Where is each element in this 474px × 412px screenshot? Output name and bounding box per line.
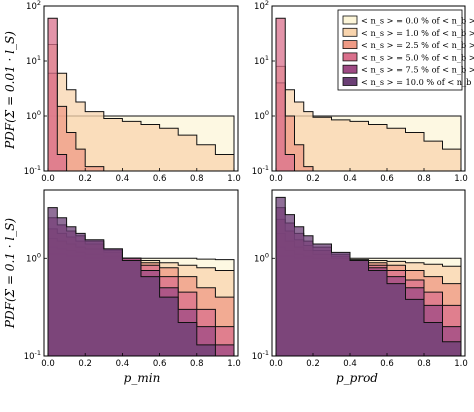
x-tick-label: 1.0 (227, 359, 241, 369)
panel-top-right: 0.0 0.2 0.4 0.6 0.8 1.0 10-1 100 101 102 (252, 0, 468, 184)
y-tick-label: 10-1 (252, 349, 269, 362)
x-tick-label: 0.2 (78, 359, 92, 369)
panel-bottom-right: 0.0 0.2 0.4 0.6 0.8 1.0 10-1 100 (252, 189, 468, 369)
y-tick-label: 101 (254, 54, 269, 67)
xlabel-right: p_prod (336, 371, 378, 385)
legend-swatch-2 (342, 40, 358, 49)
plot-area (275, 196, 462, 356)
axes-frame (271, 5, 466, 172)
x-tick-label: 0.4 (116, 359, 130, 369)
x-tick-label: 0.8 (417, 359, 431, 369)
axes-frame (43, 5, 239, 172)
y-tick-label: 100 (26, 251, 41, 264)
y-tick-label: 100 (254, 109, 269, 122)
axes-frame (271, 189, 466, 357)
ylabel-bottom: PDF(Σ = 0.1 · l_S) (3, 218, 17, 329)
y-tick-label: 102 (254, 0, 269, 12)
plot-area (47, 17, 235, 171)
x-tick-label: 0.8 (417, 174, 431, 184)
legend-label-1: < n_s > = 1.0 % of < n_b > (361, 28, 474, 38)
x-tick-label: 0.0 (269, 174, 283, 184)
x-tick-label: 1.0 (454, 359, 468, 369)
x-tick-label: 0.6 (153, 174, 167, 184)
series-3 (275, 17, 461, 171)
x-tick-label: 0.2 (306, 174, 320, 184)
series-5 (275, 196, 462, 356)
panel-bottom-left: 0.0 0.2 0.4 0.6 0.8 1.0 10-1 100 (24, 189, 241, 369)
legend-label-2: < n_s > = 2.5 % of < n_b > (361, 40, 474, 50)
x-tick-label: 0.2 (78, 174, 92, 184)
series-3 (47, 17, 234, 171)
x-tick-label: 0.8 (190, 359, 204, 369)
legend-swatch-0 (342, 15, 358, 25)
x-tick-label: 0.0 (41, 359, 55, 369)
y-tick-label: 10-1 (252, 164, 269, 177)
y-tick-label: 10-1 (24, 349, 41, 362)
legend-box (337, 9, 463, 91)
legend-label-0: < n_s > = 0.0 % of < n_b > (361, 16, 474, 26)
legend-label-5: < n_s > = 10.0 % of < n_b > (361, 77, 474, 87)
x-tick-label: 0.6 (380, 359, 394, 369)
x-tick-label: 0.8 (190, 174, 204, 184)
series-1 (47, 43, 235, 171)
panel-top-left: 0.0 0.2 0.4 0.6 0.8 1.0 10-1 100 101 102 (24, 0, 241, 184)
series-1 (275, 65, 462, 171)
x-tick-label: 0.0 (269, 359, 283, 369)
legend: < n_s > = 0.0 % of < n_b > < n_s > = 1.0 … (337, 9, 474, 91)
y-tick-label: 100 (254, 251, 269, 264)
x-tick-label: 0.4 (343, 359, 357, 369)
plot-area (275, 17, 462, 171)
y-tick-label: 100 (26, 109, 41, 122)
legend-swatch-1 (342, 27, 358, 37)
x-tick-label: 0.6 (380, 174, 394, 184)
plot-area (47, 207, 235, 356)
ylabel-top: PDF(Σ = 0.01 · l_S) (3, 31, 17, 150)
x-tick-label: 0.4 (343, 174, 357, 184)
legend-label-3: < n_s > = 5.0 % of < n_b > (361, 52, 474, 62)
xlabel-left: p_min (124, 371, 161, 385)
x-tick-label: 0.0 (41, 174, 55, 184)
y-tick-label: 102 (26, 0, 41, 12)
legend-swatch-4 (342, 64, 358, 74)
y-tick-label: 101 (26, 54, 41, 67)
x-tick-label: 0.4 (116, 174, 130, 184)
x-tick-label: 1.0 (227, 174, 241, 184)
x-tick-label: 1.0 (454, 174, 468, 184)
axes-frame (43, 189, 239, 357)
y-tick-label: 10-1 (24, 164, 41, 177)
legend-label-4: < n_s > = 7.5 % of < n_b > (361, 65, 474, 75)
x-tick-label: 0.2 (306, 359, 320, 369)
series-5 (47, 207, 234, 356)
x-tick-label: 0.6 (153, 359, 167, 369)
legend-swatch-5 (342, 77, 358, 86)
legend-swatch-3 (342, 52, 358, 62)
